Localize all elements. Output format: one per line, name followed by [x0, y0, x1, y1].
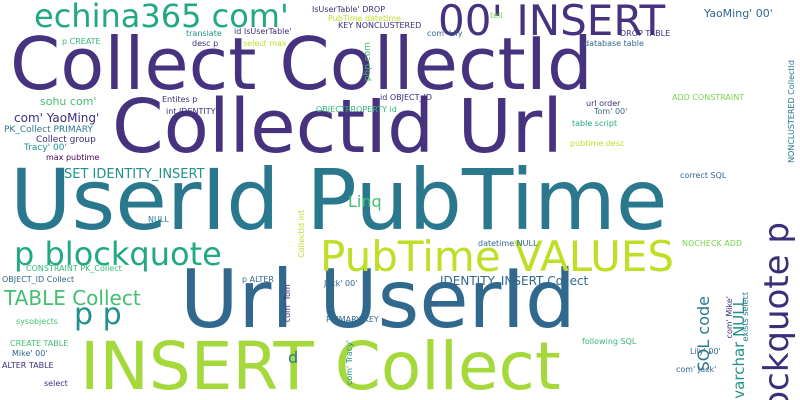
word: OBJECT_ID Collect — [2, 275, 75, 284]
word: Jack' 00' — [324, 279, 358, 288]
word: Collect CollectId — [10, 22, 593, 106]
word: ADD CONSTRAINT — [672, 93, 745, 102]
word: IDENTITY_INSERT Collect — [440, 274, 589, 288]
word: database table — [584, 39, 644, 48]
word: id IsUserTable' — [234, 27, 292, 36]
word: SQL code — [694, 296, 713, 372]
word: CollectId int — [297, 210, 306, 258]
word: p blockquote — [14, 235, 222, 273]
word: tell — [490, 11, 503, 20]
word: echina365 com' — [34, 0, 289, 35]
word: NONCLUSTERED CollectId — [787, 60, 796, 163]
word: exists select — [741, 292, 750, 342]
word: TABLE Collect — [4, 286, 141, 310]
word: Url UserId — [180, 253, 576, 346]
word: NULL — [148, 215, 169, 224]
word: KEY NONCLUSTERED — [338, 21, 422, 30]
word: p ALTER — [242, 275, 274, 284]
word: com' Mike' — [725, 296, 734, 339]
word: CollectId Url — [112, 84, 563, 170]
word: 00' INSERT — [438, 0, 666, 45]
word: UserId PubTime — [10, 151, 668, 249]
word: url order — [586, 99, 621, 108]
word: Lily' 00' — [690, 347, 721, 356]
word: Mike' 00' — [12, 349, 48, 358]
word: com' Lily — [427, 29, 463, 38]
word: YaoMing' 00' — [704, 7, 773, 20]
word: datetime NULL — [478, 239, 538, 248]
word: sysobjects — [16, 317, 58, 326]
word: INSERT Collect — [80, 328, 561, 400]
word: com' Tom' — [283, 282, 292, 323]
word: translate — [186, 29, 222, 38]
word: p p — [74, 297, 122, 332]
word: correct SQL — [680, 171, 727, 180]
word: com' Tracy' — [345, 340, 354, 386]
word: NOCHECK ADD — [682, 239, 743, 248]
word: pubtime desc — [570, 139, 625, 148]
word: following SQL — [582, 337, 637, 346]
word: com' Jack' — [676, 365, 717, 374]
word: SET IDENTITY_INSERT — [64, 167, 205, 182]
word: Tom' 00' — [594, 107, 628, 116]
word: desc p — [192, 39, 219, 48]
word: table script — [572, 119, 618, 128]
word: DROP TABLE — [620, 29, 671, 38]
word: CREATE TABLE — [10, 339, 69, 348]
word: p CREATE — [62, 37, 101, 46]
word: Entites p — [162, 95, 198, 104]
word: sohu com' — [40, 95, 97, 108]
word: Linq — [348, 192, 382, 211]
word: PK_Collect PRIMARY — [4, 125, 93, 135]
word: PubTime datetime — [328, 14, 402, 23]
word: blockquote p — [757, 222, 797, 400]
word: d — [288, 348, 299, 367]
word: CONSTRAINT PK_Collect — [26, 264, 122, 273]
word: select — [44, 379, 68, 388]
word: IsUserTable' DROP — [312, 5, 386, 14]
word: select max — [243, 39, 287, 48]
word: max pubtime — [46, 153, 100, 162]
word: Tracy' 00' — [24, 143, 67, 153]
word: PubTime VALUES — [320, 232, 675, 281]
word: PRIMARY KEY — [326, 315, 379, 324]
word: com' YaoMing' — [14, 111, 100, 125]
word: id OBJECT_ID — [380, 93, 433, 102]
word: ALTER TABLE — [2, 361, 54, 370]
word: php com — [363, 42, 373, 82]
word: int IDENTITY — [166, 107, 216, 116]
word: OBJECTPROPERTY id — [316, 105, 397, 114]
word: Collect group — [36, 135, 96, 145]
